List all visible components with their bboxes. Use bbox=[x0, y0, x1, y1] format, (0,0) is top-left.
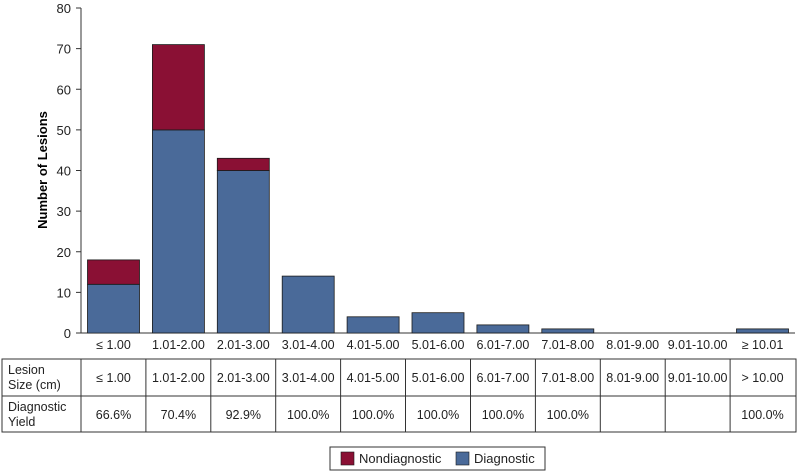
x-tick-label: 5.01-6.00 bbox=[412, 338, 465, 352]
table-row-header: Lesion Size (cm) bbox=[8, 363, 61, 392]
bars bbox=[87, 44, 789, 334]
x-tick-label: 2.01-3.00 bbox=[217, 338, 270, 352]
table-cell: 70.4% bbox=[161, 408, 196, 422]
table-cell: 66.6% bbox=[96, 408, 131, 422]
y-tick-label: 80 bbox=[57, 1, 71, 16]
legend-box bbox=[329, 446, 546, 471]
table-cell: > 10.00 bbox=[741, 371, 783, 385]
table-cell: 8.01-9.00 bbox=[606, 371, 659, 385]
y-tick-label: 0 bbox=[64, 326, 71, 341]
table-cell: 4.01-5.00 bbox=[347, 371, 400, 385]
x-tick-labels: ≤ 1.00 1.01-2.00 2.01-3.00 3.01-4.00 4.01-5.… bbox=[96, 338, 783, 352]
bar-diagnostic bbox=[87, 283, 140, 334]
table-cell: 100.0% bbox=[741, 408, 783, 422]
bar-nondiagnostic bbox=[151, 44, 205, 131]
bar-diagnostic bbox=[736, 328, 789, 334]
y-tick-label: 10 bbox=[57, 285, 71, 300]
y-tick-label: 50 bbox=[57, 123, 71, 138]
legend-label-diagnostic: Diagnostic bbox=[474, 451, 535, 466]
x-tick-label: 8.01-9.00 bbox=[606, 338, 659, 352]
x-tick-label: ≤ 1.00 bbox=[96, 338, 131, 352]
bar-nondiagnostic bbox=[216, 157, 270, 171]
table-cell: 5.01-6.00 bbox=[412, 371, 465, 385]
table-cell: 6.01-7.00 bbox=[476, 371, 529, 385]
y-tick-label: 60 bbox=[57, 82, 71, 97]
x-tick-label: 3.01-4.00 bbox=[282, 338, 335, 352]
table-cell: 9.01-10.00 bbox=[668, 371, 728, 385]
y-tick-label: 70 bbox=[57, 42, 71, 57]
x-tick-label: 4.01-5.00 bbox=[347, 338, 400, 352]
table-cell: 100.0% bbox=[482, 408, 524, 422]
x-tick-label: 6.01-7.00 bbox=[476, 338, 529, 352]
x-tick-label: ≥ 10.01 bbox=[742, 338, 784, 352]
bar-diagnostic bbox=[151, 129, 205, 334]
table-cell: ≤ 1.00 bbox=[96, 371, 131, 385]
bar-diagnostic bbox=[281, 275, 335, 334]
table-cell: 100.0% bbox=[417, 408, 459, 422]
bar-diagnostic bbox=[476, 324, 530, 334]
table-cell: 100.0% bbox=[352, 408, 394, 422]
bar-diagnostic bbox=[411, 312, 465, 334]
bar-diagnostic bbox=[346, 316, 400, 334]
table-row-header: Diagnostic Yield bbox=[8, 400, 66, 429]
y-axis-label: Number of Lesions bbox=[35, 111, 50, 229]
x-tick-label: 7.01-8.00 bbox=[541, 338, 594, 352]
legend: Nondiagnostic Diagnostic bbox=[329, 446, 546, 471]
y-tick-label: 30 bbox=[57, 204, 71, 219]
x-tick-label: 1.01-2.00 bbox=[152, 338, 205, 352]
bar-diagnostic bbox=[541, 328, 595, 334]
bar-nondiagnostic bbox=[87, 259, 140, 285]
x-tick-label: 9.01-10.00 bbox=[668, 338, 728, 352]
y-tick-label: 40 bbox=[57, 164, 71, 179]
y-tick-label: 20 bbox=[57, 245, 71, 260]
legend-label-nondiagnostic: Nondiagnostic bbox=[359, 451, 442, 466]
table-cell: 92.9% bbox=[226, 408, 261, 422]
data-table: Lesion Size (cm) ≤ 1.00 1.01-2.00 2.01-3.00 3… bbox=[1, 358, 797, 433]
bar-diagnostic bbox=[216, 170, 270, 334]
table-cell: 3.01-4.00 bbox=[282, 371, 335, 385]
legend-swatch-diagnostic bbox=[455, 451, 470, 466]
table-cell: 7.01-8.00 bbox=[541, 371, 594, 385]
table-cell: 1.01-2.00 bbox=[152, 371, 205, 385]
legend-swatch-nondiagnostic bbox=[340, 451, 355, 466]
table-cell: 100.0% bbox=[287, 408, 329, 422]
table-cell: 100.0% bbox=[547, 408, 589, 422]
table-cell: 2.01-3.00 bbox=[217, 371, 270, 385]
